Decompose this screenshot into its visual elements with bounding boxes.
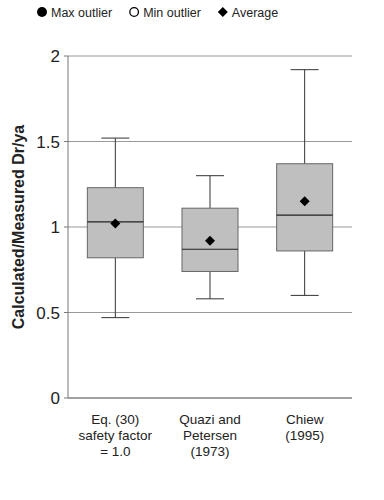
axis-line [68,398,352,399]
whisker [304,251,305,295]
box [277,164,333,251]
legend-marker [130,8,139,17]
category-label: Chiew(1995) [285,412,324,443]
x-axis: Eq. (30)safety factor= 1.0 Quazi andPeter… [79,412,325,459]
whisker [115,138,116,188]
y-axis: 0 0.5 1 1.5 2 [36,47,352,408]
tick-label: 0.5 [36,304,60,323]
mean-marker [110,219,120,229]
whisker [115,258,116,318]
whisker [304,70,305,164]
axis-title: Calculated/Measured Dr/ya [10,125,27,330]
whisker-cap [196,298,224,299]
grid-line [68,56,352,57]
whisker-cap [196,175,224,176]
plot-area [87,70,332,318]
whisker-cap [291,295,319,296]
legend-marker [37,7,47,17]
mean-marker [205,236,215,246]
grid-line [68,312,352,313]
tick-label: 2 [51,47,60,66]
legend: Max outlier Min outlier Average [37,6,278,20]
legend-marker [218,7,228,17]
tick-mark [64,56,68,57]
grid-line [68,398,352,399]
chart: Max outlier Min outlier Average 0 0.5 1 1.5 2 Ca… [0,0,384,500]
tick-label: 1.5 [36,133,60,152]
median [182,249,238,250]
legend-label: Average [232,6,278,20]
whisker-cap [101,138,129,139]
box [182,208,238,271]
tick-mark [64,312,68,313]
category-label: Quazi andPetersen(1973) [179,412,241,459]
whisker-cap [291,69,319,70]
tick-label: 1 [51,218,60,237]
grid-line [68,141,352,142]
tick-mark [64,398,68,399]
legend-label: Min outlier [143,6,201,20]
tick-mark [64,141,68,142]
category-label: Eq. (30)safety factor= 1.0 [79,412,153,459]
whisker-cap [101,317,129,318]
axis-line [68,56,69,398]
tick-label: 0 [51,389,60,408]
mean-marker [300,196,310,206]
median [277,214,333,215]
box [87,188,143,258]
tick-mark [64,227,68,228]
legend-label: Max outlier [51,6,112,20]
whisker [210,176,211,208]
whisker [210,271,211,298]
